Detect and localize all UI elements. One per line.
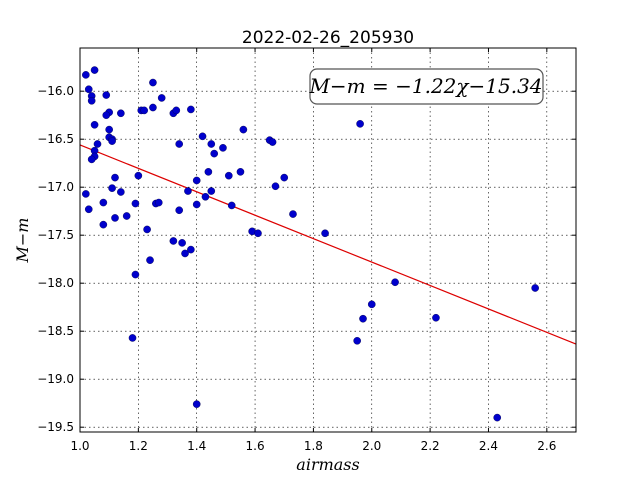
y-tick-label: −16.0	[37, 84, 74, 98]
data-point	[93, 140, 102, 148]
y-tick-label: −17.0	[37, 180, 74, 194]
y-tick-label: −19.0	[37, 372, 74, 386]
data-point	[192, 400, 201, 408]
data-point	[99, 220, 108, 229]
fit-equation-annotation: M−m = −1.22χ−15.34	[308, 68, 544, 105]
data-point	[122, 212, 131, 220]
data-point	[178, 239, 186, 247]
data-point	[105, 125, 113, 134]
data-point	[82, 190, 90, 198]
data-point	[169, 237, 178, 245]
data-point	[181, 249, 189, 258]
data-point	[239, 125, 248, 134]
data-point	[268, 138, 277, 146]
data-point	[187, 245, 195, 254]
plot-area	[80, 48, 576, 432]
data-point	[192, 176, 201, 185]
data-point	[117, 109, 125, 118]
data-point	[108, 137, 116, 145]
data-point	[356, 120, 364, 128]
data-point	[289, 210, 297, 218]
data-point	[227, 201, 236, 210]
data-point	[184, 187, 192, 195]
data-point	[175, 206, 183, 215]
data-point	[154, 198, 163, 207]
data-point	[207, 187, 216, 195]
y-axis-label: M−m	[13, 218, 32, 264]
data-point	[84, 205, 93, 214]
data-point	[149, 103, 157, 112]
data-point	[102, 111, 111, 119]
y-tick-label: −19.5	[37, 420, 74, 434]
data-point	[204, 168, 213, 176]
x-tick-label: 1.4	[187, 439, 206, 453]
data-points	[82, 66, 539, 422]
data-point	[128, 334, 137, 342]
data-point	[391, 278, 399, 287]
data-point	[131, 270, 140, 279]
data-point	[99, 198, 108, 207]
data-point	[219, 144, 227, 152]
data-point	[117, 188, 125, 196]
y-tick-label: −17.5	[37, 228, 74, 242]
data-point	[108, 184, 116, 192]
data-point	[198, 132, 207, 141]
data-point	[359, 314, 367, 323]
x-tick-label: 2.4	[479, 439, 498, 453]
x-tick-label: 2.2	[421, 439, 440, 453]
x-tick-label: 2.6	[537, 439, 556, 453]
data-point	[134, 171, 143, 180]
data-point	[236, 168, 245, 176]
data-point	[102, 91, 111, 99]
data-point	[84, 85, 93, 94]
data-point	[87, 97, 96, 105]
y-tick-label: −16.5	[37, 132, 74, 146]
x-tick-label: 1.0	[70, 439, 89, 453]
x-tick-label: 1.2	[129, 439, 148, 453]
data-point	[157, 94, 166, 102]
data-point	[111, 214, 119, 222]
data-point	[87, 155, 96, 164]
x-tick-label: 1.6	[246, 439, 265, 453]
fit-line	[79, 144, 577, 345]
annotation-box	[309, 68, 544, 105]
data-point	[210, 149, 219, 158]
data-point	[254, 229, 262, 238]
y-tick-label: −18.0	[37, 276, 74, 290]
data-point	[201, 192, 210, 201]
data-point	[143, 225, 151, 234]
annotation-text: M−m = −1.22χ−15.34	[308, 74, 542, 98]
data-point	[192, 200, 201, 209]
data-point	[90, 66, 99, 74]
data-point	[531, 284, 539, 292]
data-point	[493, 413, 502, 422]
plot-frame	[79, 47, 577, 433]
data-point	[353, 336, 361, 345]
y-tick-label: −18.5	[37, 324, 74, 338]
x-tick-label: 1.8	[304, 439, 323, 453]
data-point	[172, 106, 181, 115]
data-point	[224, 171, 233, 180]
data-point	[280, 173, 289, 182]
data-point	[82, 71, 90, 79]
data-point	[432, 313, 440, 322]
x-tick-label: 2.0	[362, 439, 381, 453]
data-point	[149, 78, 157, 87]
data-point	[140, 106, 148, 115]
data-point	[175, 140, 183, 148]
data-point	[146, 256, 154, 264]
data-point	[90, 121, 99, 129]
data-point	[207, 140, 216, 148]
chart-title: 2022-02-26_205930	[242, 28, 414, 48]
data-point	[321, 229, 329, 238]
axis-ticks: 1.0 1.2 1.4 1.6 1.8 2.0 2.2 2.4 2.6 −16.0 −16.5 −17…	[37, 48, 576, 453]
data-point	[187, 105, 195, 114]
fit-line-group	[79, 144, 577, 345]
x-axis-label: airmass	[296, 455, 359, 474]
data-point	[367, 300, 376, 309]
data-point	[111, 173, 119, 182]
data-point	[271, 182, 280, 191]
data-point	[131, 199, 140, 208]
